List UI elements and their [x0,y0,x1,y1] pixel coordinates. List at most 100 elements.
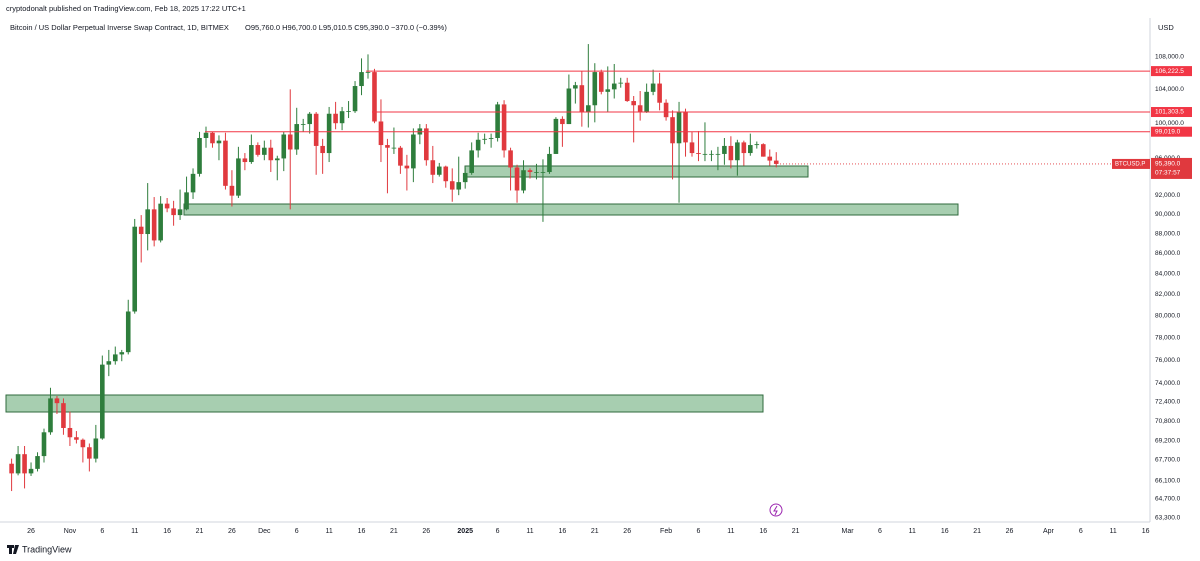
candle-body [15,454,21,474]
candle-body [339,111,345,124]
candle-body [514,167,520,191]
ohlc-text: O95,760.0 H96,700.0 L95,010.5 C95,390.0 … [245,23,447,32]
x-tick-label: 6 [100,528,104,535]
candle-body [689,142,695,154]
candle-body [333,113,338,124]
x-tick-label: 26 [27,528,35,535]
candle-body [722,145,727,154]
candle-body [508,150,513,168]
candle-body [203,132,209,138]
candle-body [326,113,332,154]
y-tick-label: 69,200.0 [1155,438,1181,445]
symbol-tag [1112,158,1150,169]
x-tick-label: 21 [973,528,981,535]
y-tick-label: 63,300.0 [1155,515,1181,522]
candle-body [663,102,669,118]
candle-body [9,463,14,474]
candle-body [566,88,572,125]
candle-body [598,72,604,92]
x-tick-label: 6 [496,528,500,535]
candle-body [197,137,202,174]
candle-body [61,403,66,428]
candle-body [488,137,494,139]
candle-body [404,165,410,169]
candle-body [74,437,79,440]
candle-body [443,166,449,182]
x-tick-label: 21 [591,528,599,535]
candle-body [586,105,591,113]
candle-body [767,156,773,161]
candle-body [22,454,27,474]
candle-body [242,158,248,163]
y-tick-label: 70,800.0 [1155,418,1181,425]
price-label: 95,390.0 [1155,161,1181,168]
x-tick-label: 11 [131,528,138,535]
candle-body [735,142,740,161]
candle-body [462,172,468,183]
candle-body [274,158,280,161]
support-zone [183,203,959,216]
x-tick-label: 11 [1110,528,1117,535]
candle-body [346,111,351,112]
candle-body [624,82,630,102]
x-tick-label: 11 [526,528,533,535]
x-tick-label: 26 [1006,528,1014,535]
support-zone [5,394,764,413]
candle-body [119,352,125,355]
candle-body [631,101,636,106]
candle-body [527,170,533,173]
event-icon[interactable] [769,503,783,517]
level-tag [1151,126,1192,137]
candle-body [365,72,371,73]
y-tick-label: 82,000.0 [1155,291,1181,298]
candle-body [359,72,364,87]
x-tick-label: 6 [295,528,299,535]
candle-body [592,72,598,106]
y-tick-label: 80,000.0 [1155,313,1181,320]
candle-body [495,104,500,138]
candle-body [475,139,481,151]
candle-body [287,134,293,150]
candle-body [696,153,701,154]
candle-body [534,172,539,173]
candle-body [650,83,656,92]
x-tick-label: 26 [422,528,430,535]
candle-body [112,354,118,362]
x-tick-label: 16 [163,528,171,535]
candle-body [262,147,267,155]
level-label: 101,303.5 [1155,109,1184,116]
candle-body [760,144,766,157]
y-tick-label: 78,000.0 [1155,334,1181,341]
candle-body [190,173,196,193]
candle-body [748,145,753,154]
candle-body [67,427,73,438]
candle-body [281,134,287,159]
x-tick-label: 6 [878,528,882,535]
x-tick-label: Feb [660,528,672,535]
candle-body [158,203,163,241]
x-tick-label: 2025 [457,528,473,535]
candle-body [424,128,429,161]
level-label: 99,019.0 [1155,128,1181,135]
y-tick-label: 74,000.0 [1155,380,1181,387]
candle-body [320,145,325,154]
candle-body [611,83,617,90]
y-tick-label: 108,000.0 [1155,53,1184,60]
x-tick-label: Apr [1043,528,1055,535]
candle-body [372,72,377,122]
x-tick-label: 16 [1142,528,1150,535]
candle-body [637,105,643,113]
candle-body [132,226,138,312]
candle-body [741,142,747,154]
candle-body [177,209,183,216]
y-tick-label: 104,000.0 [1155,86,1184,93]
candle-body [210,132,215,144]
y-tick-label: 66,100.0 [1155,477,1181,484]
candle-body [605,89,611,92]
x-tick-label: 16 [941,528,949,535]
candle-body [151,209,157,241]
candle-body [184,192,189,210]
candle-body [236,158,241,196]
candle-body [676,112,682,144]
